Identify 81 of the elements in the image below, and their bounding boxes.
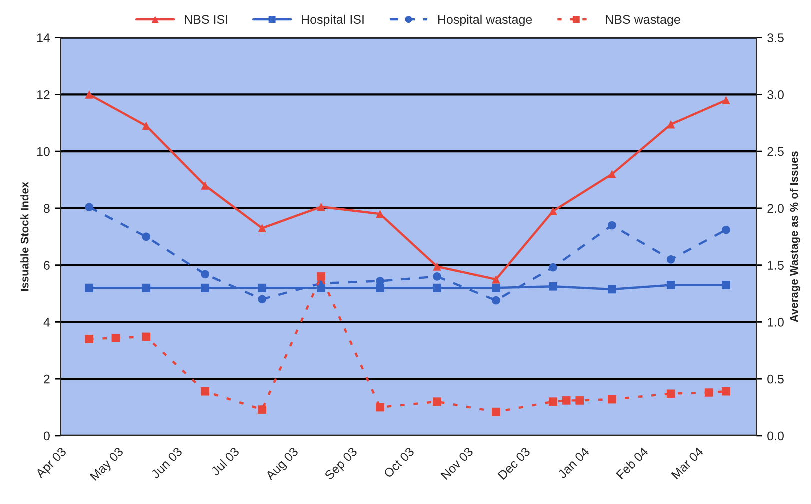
y2-tick-label: 0.0 — [768, 432, 784, 441]
x-tick-label: Jul 03 — [210, 446, 240, 476]
point — [549, 282, 558, 291]
point — [201, 270, 210, 279]
legend-label: Hospital ISI — [302, 14, 364, 27]
point — [608, 395, 616, 404]
x-tick-label: Jan 04 — [557, 446, 590, 480]
point — [608, 221, 616, 230]
legend-label: Hospital wastage — [438, 14, 532, 27]
point — [201, 284, 210, 292]
point — [608, 285, 616, 294]
y2-tick-label: 2.0 — [768, 204, 784, 214]
point — [549, 398, 558, 406]
point — [433, 272, 442, 281]
point — [608, 170, 616, 178]
point — [85, 284, 94, 292]
point — [666, 255, 676, 264]
point — [492, 408, 500, 416]
point — [722, 281, 730, 290]
x-tick-label: Feb 04 — [616, 446, 649, 480]
y-tick-label: 4 — [44, 318, 50, 327]
y-tick-label: 8 — [44, 204, 50, 214]
y2-tick-label: 1.5 — [768, 261, 784, 270]
y-tick-label: 10 — [37, 147, 50, 156]
y2-tick-label: 3.0 — [768, 90, 784, 100]
x-tick-label: Mar 04 — [671, 446, 704, 480]
point — [317, 202, 326, 212]
x-tick-label: Nov 03 — [440, 446, 474, 480]
x-tick-label: Sep 03 — [324, 446, 360, 482]
point — [112, 334, 120, 342]
point — [85, 203, 94, 212]
point — [666, 281, 676, 290]
point — [85, 335, 94, 344]
point — [258, 295, 267, 304]
y-tick-label: 2 — [44, 374, 50, 384]
point — [576, 396, 584, 405]
y-tick-label: 14 — [37, 34, 50, 42]
y2-tick-label: 3.5 — [768, 34, 784, 42]
point — [492, 296, 500, 305]
point — [376, 403, 384, 412]
point — [433, 398, 442, 406]
point — [142, 232, 151, 242]
legend-label: NBS wastage — [606, 15, 680, 27]
point — [85, 90, 94, 99]
point — [722, 226, 730, 234]
point — [549, 263, 558, 272]
y2-tick-label: 1.0 — [768, 318, 784, 327]
point — [258, 224, 267, 233]
x-tick-label: May 03 — [90, 446, 126, 483]
y-tick-label: 12 — [37, 90, 50, 100]
point — [433, 262, 442, 271]
point — [433, 284, 442, 292]
y2-tick-label: 0.5 — [768, 374, 784, 384]
y-tick-label: 6 — [44, 261, 50, 270]
point — [201, 182, 210, 190]
y2-tick-label: 2.5 — [768, 147, 784, 156]
point — [142, 332, 151, 342]
legend-label: NBS ISI — [185, 15, 228, 24]
point — [258, 284, 267, 292]
y-axis-title: Issuable Stock Index — [20, 182, 29, 292]
point — [722, 387, 730, 396]
point — [258, 406, 267, 414]
point — [142, 284, 151, 292]
point — [666, 390, 676, 398]
x-tick-label: Jun 03 — [150, 446, 183, 480]
point — [704, 388, 714, 397]
point — [549, 207, 558, 216]
point — [666, 120, 676, 129]
x-tick-label: Apr 03 — [35, 446, 69, 481]
point — [562, 396, 571, 405]
point — [201, 387, 210, 396]
point — [376, 210, 384, 218]
y-tick-label: 0 — [44, 432, 50, 441]
point — [317, 272, 326, 281]
x-tick-label: Aug 03 — [265, 446, 301, 483]
point — [492, 275, 500, 284]
point — [492, 284, 500, 292]
y2-axis-title: Average Wastage as % of Issues — [790, 152, 800, 322]
x-tick-label: Oct 03 — [383, 446, 415, 478]
point — [722, 96, 730, 105]
x-tick-label: Dec 03 — [498, 446, 531, 480]
